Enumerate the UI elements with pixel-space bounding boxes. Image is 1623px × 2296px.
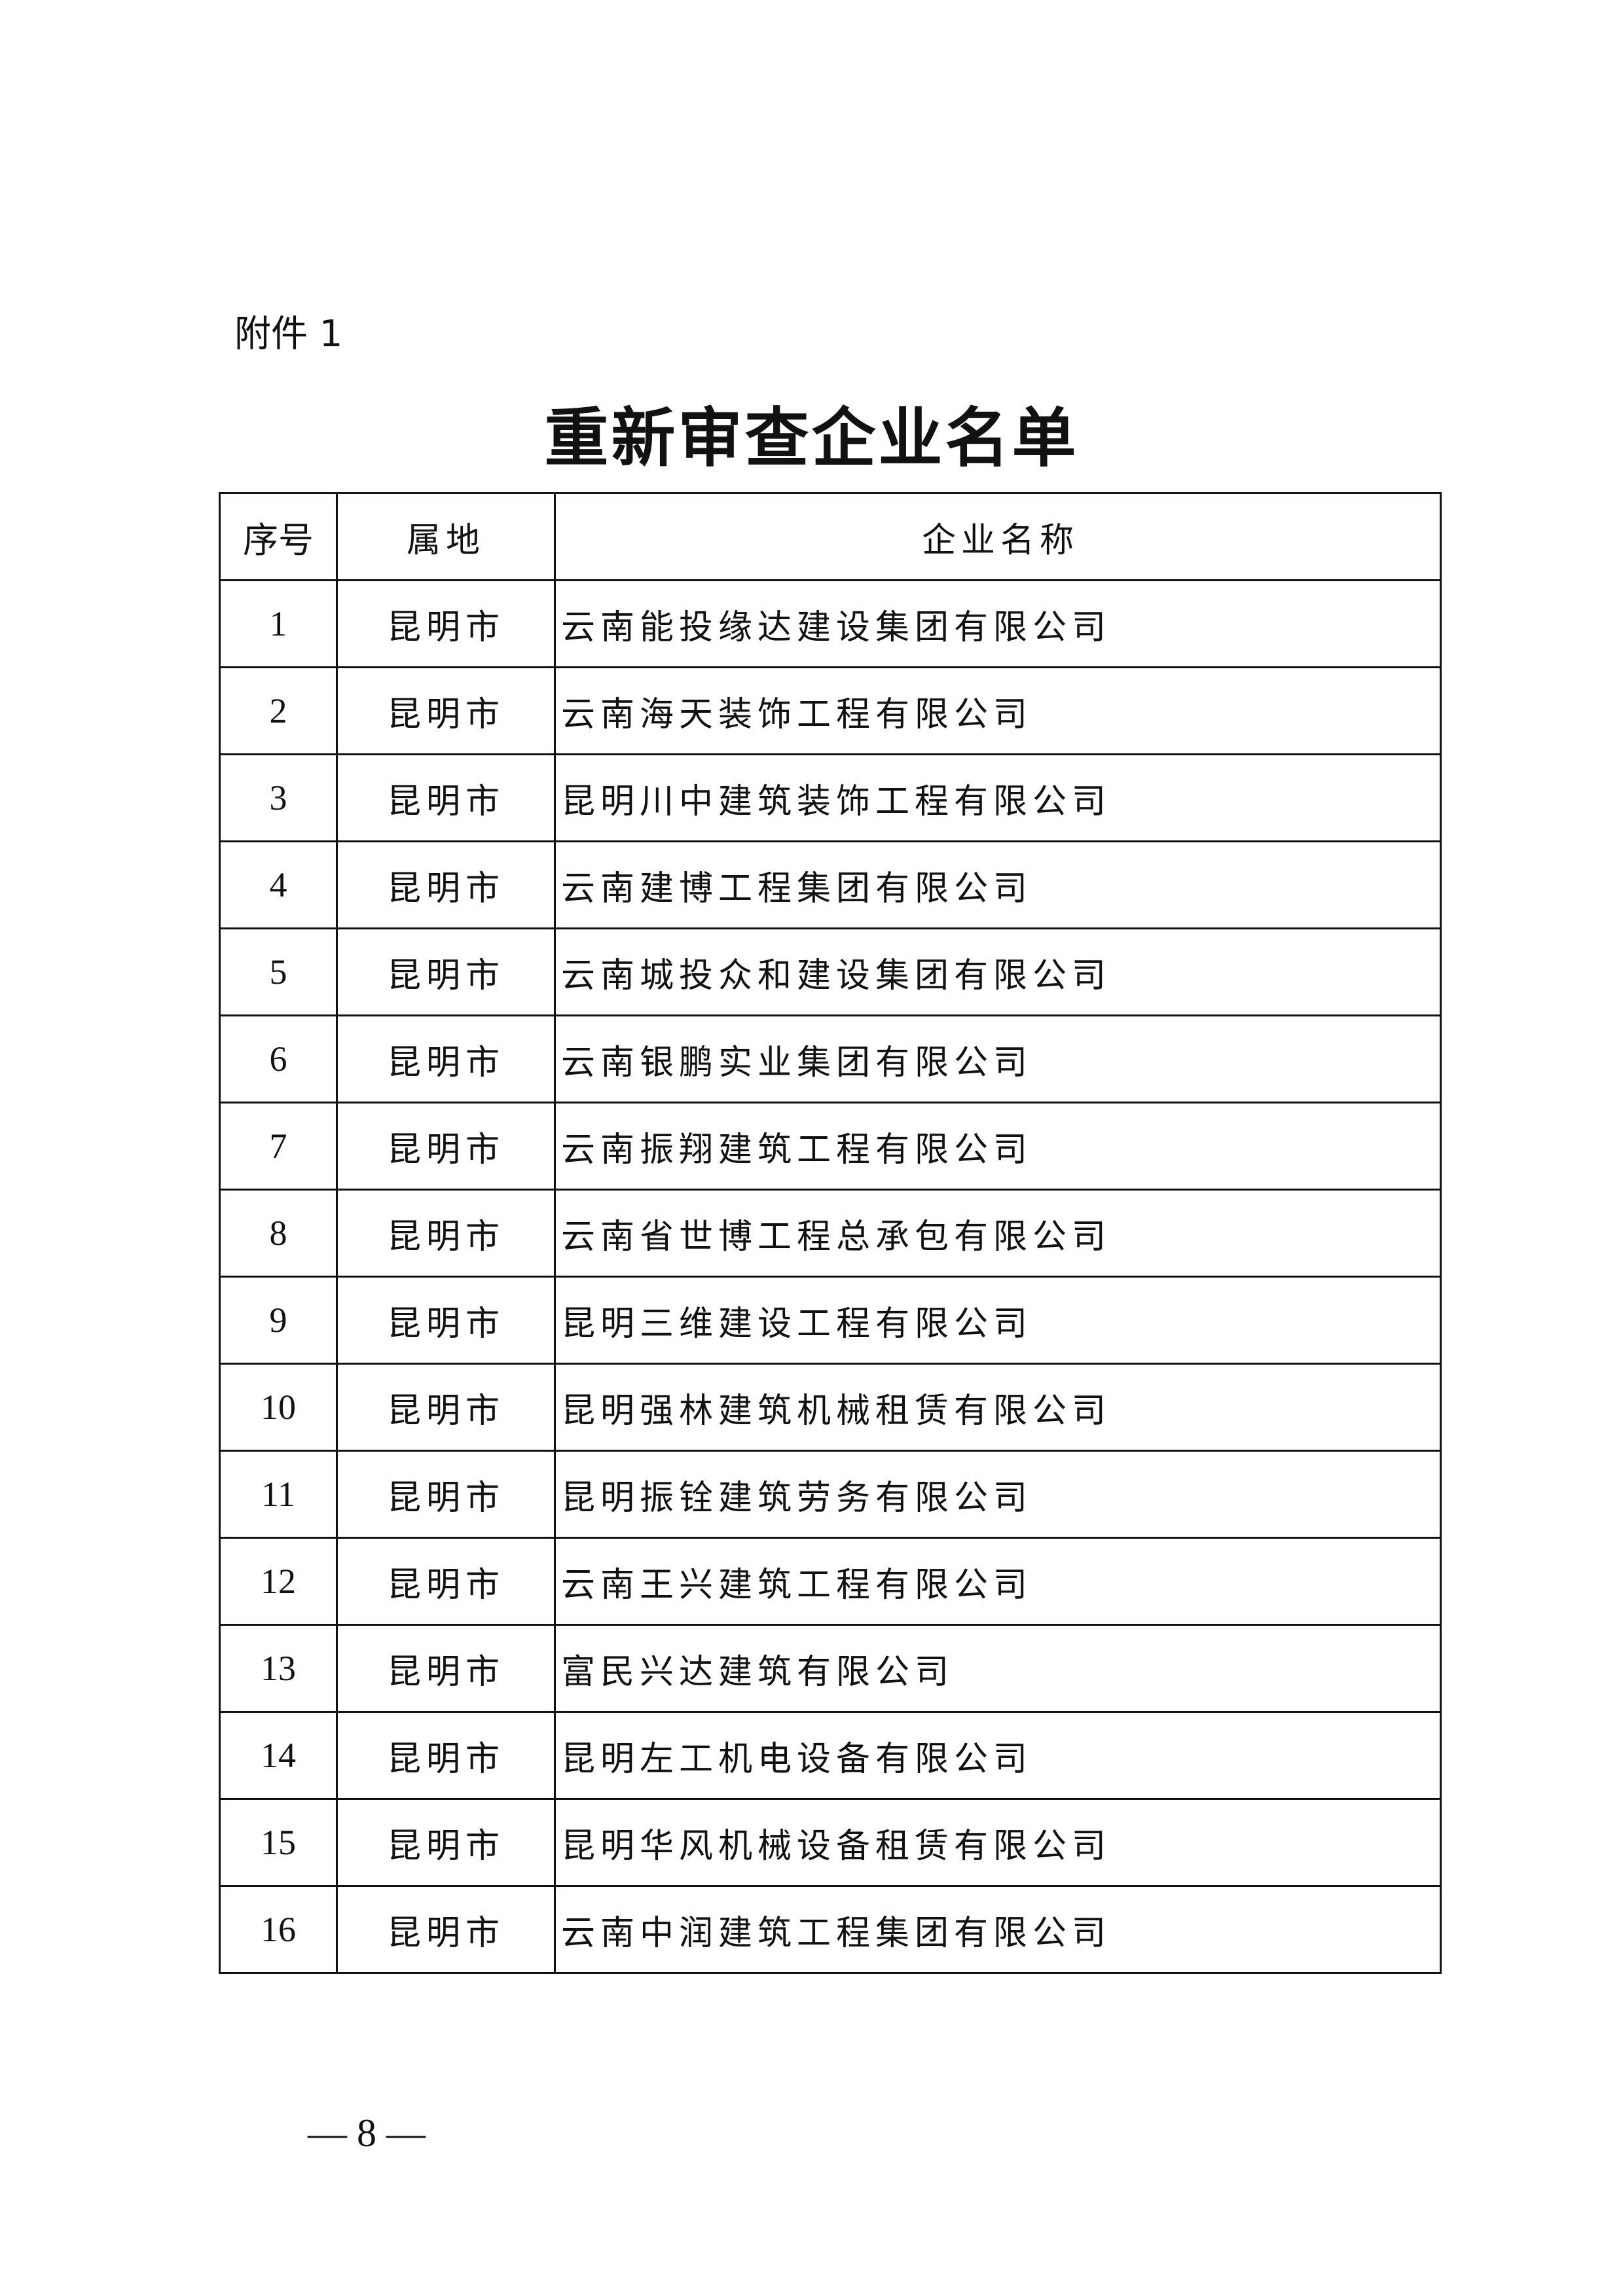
document-title: 重新审查企业名单 (544, 401, 1079, 476)
row-region: 昆明市 (336, 1624, 556, 1713)
row-index: 16 (219, 1885, 338, 1974)
row-index: 7 (219, 1102, 338, 1191)
row-index: 13 (219, 1624, 338, 1713)
row-index: 9 (219, 1276, 338, 1365)
row-region: 昆明市 (336, 1102, 556, 1191)
row-region: 昆明市 (336, 1276, 556, 1365)
row-region: 昆明市 (336, 666, 556, 755)
row-company-name: 昆明华风机械设备租赁有限公司 (554, 1798, 1442, 1887)
row-region: 昆明市 (336, 840, 556, 929)
table-row: 10 昆明市 昆明强林建筑机械租赁有限公司 (219, 1363, 1442, 1452)
page-number: — 8 — (308, 2111, 426, 2155)
row-index: 10 (219, 1363, 338, 1452)
row-index: 14 (219, 1711, 338, 1800)
row-company-name: 云南振翔建筑工程有限公司 (554, 1102, 1442, 1191)
header-company-name: 企业名称 (554, 492, 1442, 581)
row-region: 昆明市 (336, 927, 556, 1016)
table-row: 15 昆明市 昆明华风机械设备租赁有限公司 (219, 1798, 1442, 1887)
header-region: 属地 (336, 492, 556, 581)
row-region: 昆明市 (336, 1537, 556, 1626)
row-index: 15 (219, 1798, 338, 1887)
row-company-name: 昆明三维建设工程有限公司 (554, 1276, 1442, 1365)
row-index: 4 (219, 840, 338, 929)
row-company-name: 昆明左工机电设备有限公司 (554, 1711, 1442, 1800)
table-row: 8 昆明市 云南省世博工程总承包有限公司 (219, 1189, 1442, 1278)
row-region: 昆明市 (336, 1189, 556, 1278)
row-company-name: 云南中润建筑工程集团有限公司 (554, 1885, 1442, 1974)
table-row: 4 昆明市 云南建博工程集团有限公司 (219, 840, 1442, 929)
table-row: 12 昆明市 云南王兴建筑工程有限公司 (219, 1537, 1442, 1626)
row-company-name: 云南省世博工程总承包有限公司 (554, 1189, 1442, 1278)
row-company-name: 云南海天装饰工程有限公司 (554, 666, 1442, 755)
table-row: 7 昆明市 云南振翔建筑工程有限公司 (219, 1102, 1442, 1191)
row-company-name: 云南王兴建筑工程有限公司 (554, 1537, 1442, 1626)
table-row: 16 昆明市 云南中润建筑工程集团有限公司 (219, 1885, 1442, 1974)
attachment-label: 附件 1 (234, 313, 343, 355)
table-row: 2 昆明市 云南海天装饰工程有限公司 (219, 666, 1442, 755)
table-header-row: 序号 属地 企业名称 (219, 492, 1442, 581)
row-company-name: 昆明振铨建筑劳务有限公司 (554, 1450, 1442, 1539)
row-company-name: 云南银鹏实业集团有限公司 (554, 1014, 1442, 1103)
table-row: 14 昆明市 昆明左工机电设备有限公司 (219, 1711, 1442, 1800)
header-index: 序号 (219, 492, 338, 581)
table-row: 13 昆明市 富民兴达建筑有限公司 (219, 1624, 1442, 1713)
table-row: 5 昆明市 云南城投众和建设集团有限公司 (219, 927, 1442, 1016)
row-company-name: 昆明强林建筑机械租赁有限公司 (554, 1363, 1442, 1452)
row-region: 昆明市 (336, 1798, 556, 1887)
row-index: 1 (219, 579, 338, 668)
company-table: 序号 属地 企业名称 1 昆明市 云南能投缘达建设集团有限公司 2 昆明市 云南海天装饰工… (219, 492, 1442, 1974)
row-index: 12 (219, 1537, 338, 1626)
table-row: 9 昆明市 昆明三维建设工程有限公司 (219, 1276, 1442, 1365)
row-company-name: 云南城投众和建设集团有限公司 (554, 927, 1442, 1016)
row-index: 2 (219, 666, 338, 755)
table-row: 11 昆明市 昆明振铨建筑劳务有限公司 (219, 1450, 1442, 1539)
row-index: 6 (219, 1014, 338, 1103)
row-company-name: 昆明川中建筑装饰工程有限公司 (554, 753, 1442, 842)
table-row: 6 昆明市 云南银鹏实业集团有限公司 (219, 1014, 1442, 1103)
row-region: 昆明市 (336, 579, 556, 668)
row-index: 5 (219, 927, 338, 1016)
row-index: 8 (219, 1189, 338, 1278)
table-row: 3 昆明市 昆明川中建筑装饰工程有限公司 (219, 753, 1442, 842)
row-index: 11 (219, 1450, 338, 1539)
row-region: 昆明市 (336, 1450, 556, 1539)
row-region: 昆明市 (336, 1363, 556, 1452)
row-company-name: 云南建博工程集团有限公司 (554, 840, 1442, 929)
row-region: 昆明市 (336, 1014, 556, 1103)
row-company-name: 云南能投缘达建设集团有限公司 (554, 579, 1442, 668)
row-region: 昆明市 (336, 1711, 556, 1800)
row-company-name: 富民兴达建筑有限公司 (554, 1624, 1442, 1713)
row-region: 昆明市 (336, 1885, 556, 1974)
table-row: 1 昆明市 云南能投缘达建设集团有限公司 (219, 579, 1442, 668)
row-index: 3 (219, 753, 338, 842)
row-region: 昆明市 (336, 753, 556, 842)
